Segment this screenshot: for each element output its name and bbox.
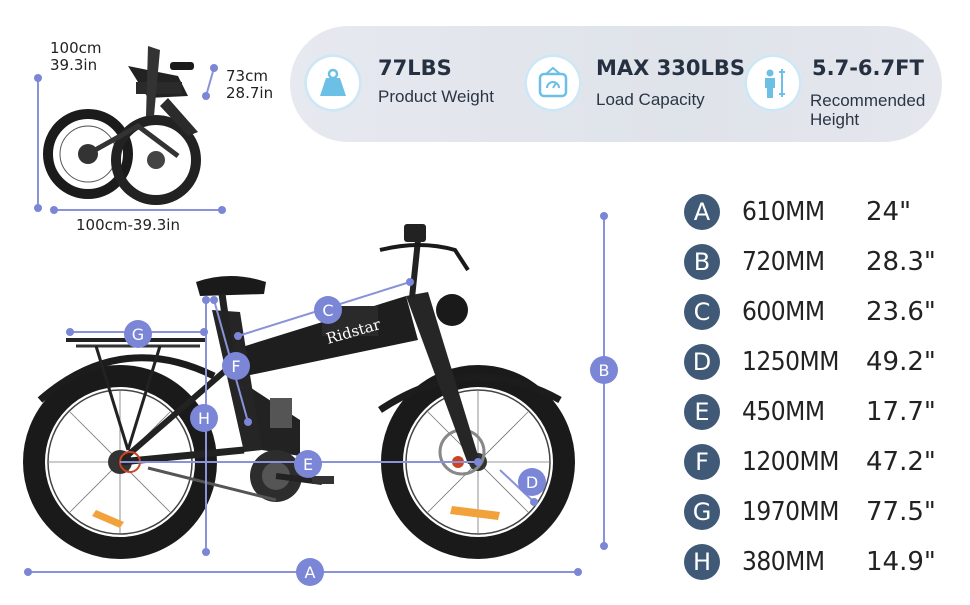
folded-height-in: 39.3in <box>50 56 98 74</box>
dimension-mm: 600MM <box>742 297 825 327</box>
dimension-row: F 1200MM 47.2" <box>684 442 936 482</box>
dimension-mm: 1200MM <box>742 447 839 477</box>
dimension-row: A 610MM 24" <box>684 192 911 232</box>
folded-bike-figure: 100cm 39.3in 73cm 28.7in 100cm-39.3in <box>28 36 288 236</box>
weight-icon <box>304 54 362 112</box>
dimension-inch: 47.2" <box>866 447 936 477</box>
dimension-inch: 28.3" <box>866 247 936 277</box>
dimension-mm: 1970MM <box>742 497 839 527</box>
spec-load-value: MAX 330LBS <box>596 56 745 80</box>
marker-a: A <box>296 558 324 586</box>
dimension-letter-badge: B <box>684 244 720 280</box>
dimension-row: E 450MM 17.7" <box>684 392 936 432</box>
dimension-mm: 450MM <box>742 397 825 427</box>
dimension-inch: 77.5" <box>866 497 936 527</box>
folded-length-label: 100cm-39.3in <box>76 216 180 234</box>
marker-h: H <box>190 404 218 432</box>
dimension-mm: 610MM <box>742 197 825 227</box>
dimension-inch: 17.7" <box>866 397 936 427</box>
dimension-inch: 24" <box>866 197 912 227</box>
scale-icon <box>524 54 582 112</box>
spec-load-label: Load Capacity <box>596 90 705 109</box>
dimension-inch: 23.6" <box>866 297 936 327</box>
dimension-inch: 49.2" <box>866 347 936 377</box>
dimension-letter-badge: H <box>684 544 720 580</box>
dimension-letter-badge: D <box>684 344 720 380</box>
dimension-mm: 1250MM <box>742 347 839 377</box>
dimension-letter-badge: G <box>684 494 720 530</box>
bike-illustration: Ridstar <box>23 212 608 576</box>
dimension-row: H 380MM 14.9" <box>684 542 936 582</box>
spec-weight-label: Product Weight <box>378 87 494 106</box>
dimension-mm: 720MM <box>742 247 825 277</box>
dimension-row: D 1250MM 49.2" <box>684 342 936 382</box>
dimension-inch: 14.9" <box>866 547 936 577</box>
dimension-letter-badge: A <box>684 194 720 230</box>
folded-width-in: 28.7in <box>226 84 274 102</box>
spec-weight-value: 77LBS <box>378 56 452 80</box>
spec-height-label-2: Height <box>810 110 860 129</box>
spec-height-label-1: Recommended <box>810 91 926 110</box>
folded-bike-illustration <box>34 46 226 214</box>
marker-f: F <box>222 352 250 380</box>
height-icon <box>744 54 802 112</box>
dimension-letter-badge: E <box>684 394 720 430</box>
marker-c: C <box>314 296 342 324</box>
dimension-row: B 720MM 28.3" <box>684 242 936 282</box>
dimension-letter-badge: C <box>684 294 720 330</box>
spec-summary-bar: 77LBS Product Weight MAX 330LBS Load Cap… <box>290 26 942 142</box>
dimension-mm: 380MM <box>742 547 825 577</box>
marker-e: E <box>294 450 322 478</box>
marker-d: D <box>518 468 546 496</box>
bike-figure: Ridstar <box>0 200 640 600</box>
dimension-row: C 600MM 23.6" <box>684 292 936 332</box>
marker-b: B <box>590 356 618 384</box>
marker-g: G <box>124 320 152 348</box>
folded-width-cm: 73cm <box>226 67 268 85</box>
dimension-row: G 1970MM 77.5" <box>684 492 936 532</box>
folded-height-cm: 100cm <box>50 39 102 57</box>
dimension-letter-badge: F <box>684 444 720 480</box>
spec-height-value: 5.7-6.7FT <box>812 56 924 80</box>
